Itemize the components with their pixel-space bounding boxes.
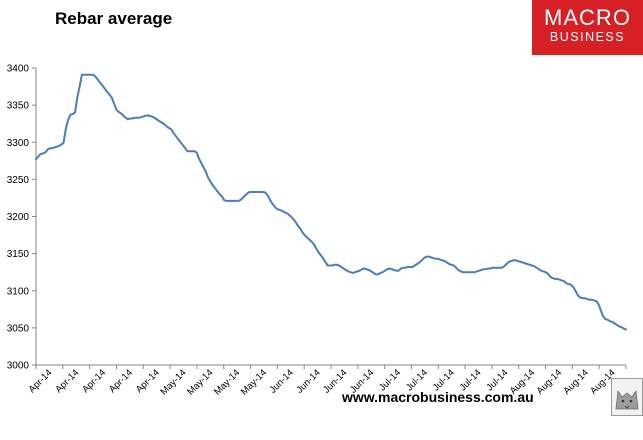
logo-line-1: MACRO — [544, 5, 631, 30]
y-tick-label: 3350 — [7, 101, 30, 112]
y-axis: 3000 3050 3100 3150 3200 3250 3300 3350 3400 — [7, 64, 37, 372]
x-tick-label: Apr-14 — [27, 367, 55, 395]
x-tick-label: Aug-14 — [561, 367, 590, 396]
x-tick-label: May-14 — [212, 367, 242, 397]
logo-line-2: BUSINESS — [549, 30, 626, 44]
x-tick-label: Jun-14 — [268, 367, 296, 395]
x-tick-label: Apr-14 — [107, 367, 135, 395]
y-tick-label: 3000 — [7, 361, 30, 372]
y-tick-label: 3100 — [7, 286, 30, 297]
x-tick-label: Jun-14 — [294, 367, 322, 395]
macrobusiness-logo: MACRO BUSINESS — [532, 0, 643, 55]
wolf-mascot-icon — [611, 378, 643, 416]
x-tick-label: May-14 — [239, 367, 269, 397]
y-tick-label: 3150 — [7, 249, 30, 260]
x-tick-label: Apr-14 — [53, 367, 81, 395]
chart-title: Rebar average — [55, 9, 173, 28]
series-group — [35, 73, 627, 331]
y-tick-label: 3400 — [7, 64, 30, 75]
footer-website: www.macrobusiness.com.au — [342, 389, 534, 405]
y-tick-label: 3050 — [7, 323, 30, 334]
x-tick-label: Aug-14 — [535, 367, 564, 396]
y-tick-label: 3200 — [7, 212, 30, 223]
y-tick-label: 3250 — [7, 175, 30, 186]
x-axis: Apr-14Apr-14Apr-14Apr-14Apr-14May-14May-… — [27, 364, 627, 398]
series-line-rebar-average — [35, 73, 627, 331]
x-tick-label: Apr-14 — [80, 367, 108, 395]
x-tick-label: May-14 — [158, 367, 188, 397]
x-tick-label: May-14 — [185, 367, 215, 397]
x-tick-label: Apr-14 — [134, 367, 162, 395]
y-tick-label: 3300 — [7, 138, 30, 149]
